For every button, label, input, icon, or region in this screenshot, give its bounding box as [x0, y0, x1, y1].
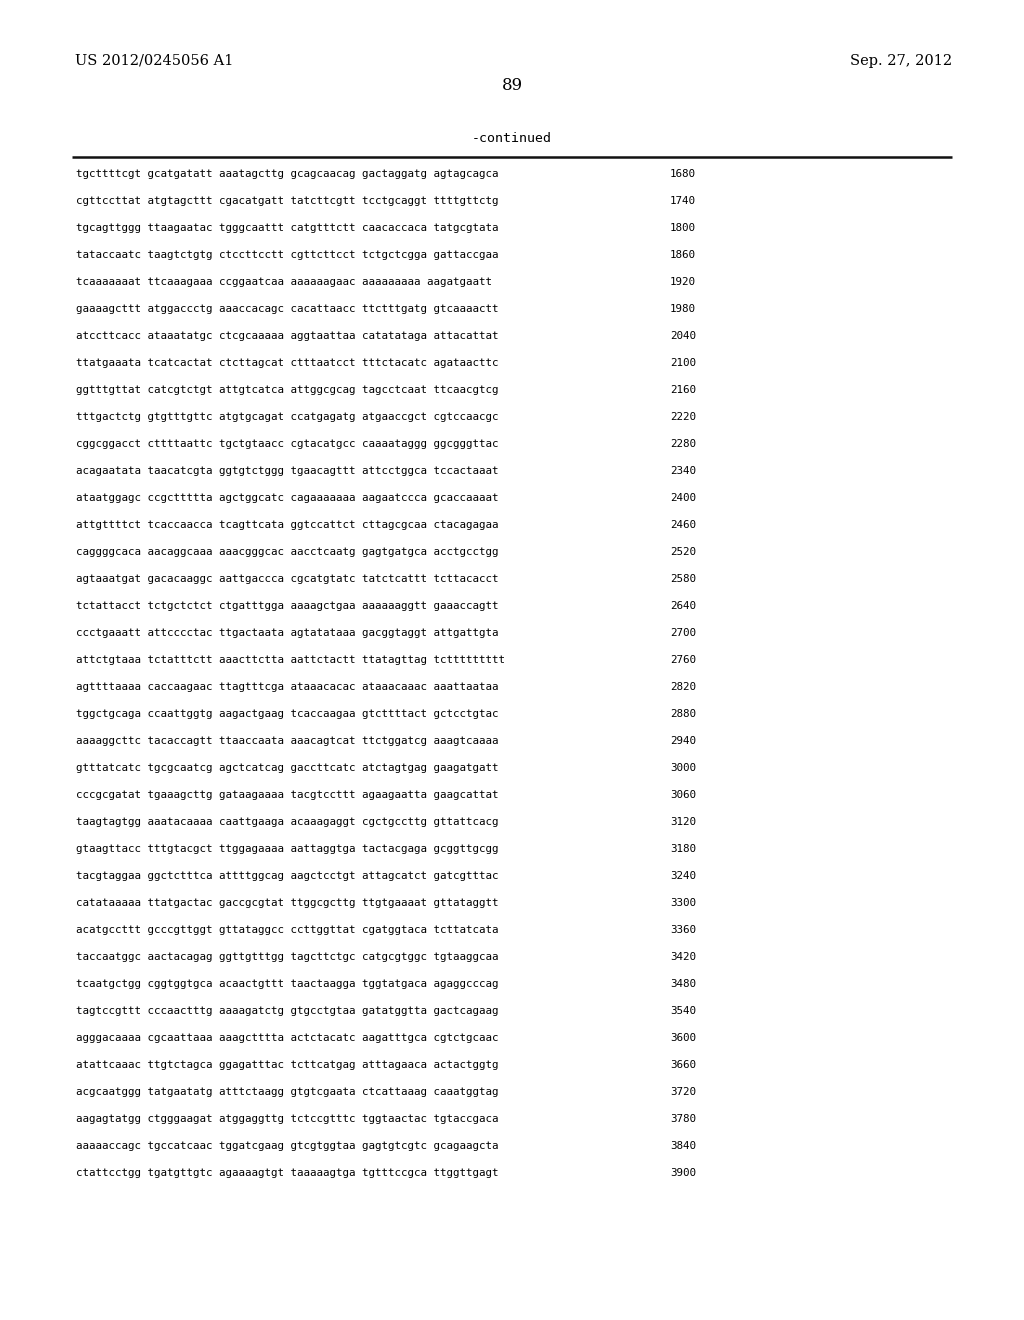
Text: acagaatata taacatcgta ggtgtctggg tgaacagttt attcctggca tccactaaat: acagaatata taacatcgta ggtgtctggg tgaacag…	[76, 466, 499, 477]
Text: agttttaaaa caccaagaac ttagtttcga ataaacacac ataaacaaac aaattaataa: agttttaaaa caccaagaac ttagtttcga ataaaca…	[76, 682, 499, 692]
Text: agtaaatgat gacacaaggc aattgaccca cgcatgtatc tatctcattt tcttacacct: agtaaatgat gacacaaggc aattgaccca cgcatgt…	[76, 574, 499, 583]
Text: 3840: 3840	[670, 1140, 696, 1151]
Text: agggacaaaa cgcaattaaa aaagctttta actctacatc aagatttgca cgtctgcaac: agggacaaaa cgcaattaaa aaagctttta actctac…	[76, 1034, 499, 1043]
Text: aaaaggcttc tacaccagtt ttaaccaata aaacagtcat ttctggatcg aaagtcaaaa: aaaaggcttc tacaccagtt ttaaccaata aaacagt…	[76, 737, 499, 746]
Text: 1740: 1740	[670, 195, 696, 206]
Text: 89: 89	[502, 77, 522, 94]
Text: cgttccttat atgtagcttt cgacatgatt tatcttcgtt tcctgcaggt ttttgttctg: cgttccttat atgtagcttt cgacatgatt tatcttc…	[76, 195, 499, 206]
Text: 2880: 2880	[670, 709, 696, 719]
Text: catataaaaa ttatgactac gaccgcgtat ttggcgcttg ttgtgaaaat gttataggtt: catataaaaa ttatgactac gaccgcgtat ttggcgc…	[76, 898, 499, 908]
Text: cggcggacct cttttaattc tgctgtaacc cgtacatgcc caaaataggg ggcgggttac: cggcggacct cttttaattc tgctgtaacc cgtacat…	[76, 440, 499, 449]
Text: atattcaaac ttgtctagca ggagatttac tcttcatgag atttagaaca actactggtg: atattcaaac ttgtctagca ggagatttac tcttcat…	[76, 1060, 499, 1071]
Text: 2100: 2100	[670, 358, 696, 368]
Text: 3900: 3900	[670, 1168, 696, 1177]
Text: 3540: 3540	[670, 1006, 696, 1016]
Text: 2760: 2760	[670, 655, 696, 665]
Text: cccgcgatat tgaaagcttg gataagaaaa tacgtccttt agaagaatta gaagcattat: cccgcgatat tgaaagcttg gataagaaaa tacgtcc…	[76, 789, 499, 800]
Text: gtttatcatc tgcgcaatcg agctcatcag gaccttcatc atctagtgag gaagatgatt: gtttatcatc tgcgcaatcg agctcatcag gaccttc…	[76, 763, 499, 774]
Text: 2520: 2520	[670, 546, 696, 557]
Text: acgcaatggg tatgaatatg atttctaagg gtgtcgaata ctcattaaag caaatggtag: acgcaatggg tatgaatatg atttctaagg gtgtcga…	[76, 1086, 499, 1097]
Text: gtaagttacc tttgtacgct ttggagaaaa aattaggtga tactacgaga gcggttgcgg: gtaagttacc tttgtacgct ttggagaaaa aattagg…	[76, 843, 499, 854]
Text: ttatgaaata tcatcactat ctcttagcat ctttaatcct tttctacatc agataacttc: ttatgaaata tcatcactat ctcttagcat ctttaat…	[76, 358, 499, 368]
Text: 3420: 3420	[670, 952, 696, 962]
Text: 2160: 2160	[670, 385, 696, 395]
Text: -continued: -continued	[472, 132, 552, 145]
Text: attgttttct tcaccaacca tcagttcata ggtccattct cttagcgcaa ctacagagaa: attgttttct tcaccaacca tcagttcata ggtccat…	[76, 520, 499, 531]
Text: 3720: 3720	[670, 1086, 696, 1097]
Text: 2340: 2340	[670, 466, 696, 477]
Text: ggtttgttat catcgtctgt attgtcatca attggcgcag tagcctcaat ttcaacgtcg: ggtttgttat catcgtctgt attgtcatca attggcg…	[76, 385, 499, 395]
Text: tggctgcaga ccaattggtg aagactgaag tcaccaagaa gtcttttact gctcctgtac: tggctgcaga ccaattggtg aagactgaag tcaccaa…	[76, 709, 499, 719]
Text: 2460: 2460	[670, 520, 696, 531]
Text: taccaatggc aactacagag ggttgtttgg tagcttctgc catgcgtggc tgtaaggcaa: taccaatggc aactacagag ggttgtttgg tagcttc…	[76, 952, 499, 962]
Text: 3240: 3240	[670, 871, 696, 880]
Text: 2040: 2040	[670, 331, 696, 341]
Text: caggggcaca aacaggcaaa aaacgggcac aacctcaatg gagtgatgca acctgcctgg: caggggcaca aacaggcaaa aaacgggcac aacctca…	[76, 546, 499, 557]
Text: 1980: 1980	[670, 304, 696, 314]
Text: 3600: 3600	[670, 1034, 696, 1043]
Text: tcaatgctgg cggtggtgca acaactgttt taactaagga tggtatgaca agaggcccag: tcaatgctgg cggtggtgca acaactgttt taactaa…	[76, 979, 499, 989]
Text: US 2012/0245056 A1: US 2012/0245056 A1	[75, 54, 233, 69]
Text: 3660: 3660	[670, 1060, 696, 1071]
Text: 2820: 2820	[670, 682, 696, 692]
Text: aagagtatgg ctgggaagat atggaggttg tctccgtttc tggtaactac tgtaccgaca: aagagtatgg ctgggaagat atggaggttg tctccgt…	[76, 1114, 499, 1125]
Text: tgcagttggg ttaagaatac tgggcaattt catgtttctt caacaccaca tatgcgtata: tgcagttggg ttaagaatac tgggcaattt catgttt…	[76, 223, 499, 234]
Text: 3480: 3480	[670, 979, 696, 989]
Text: 3780: 3780	[670, 1114, 696, 1125]
Text: 3180: 3180	[670, 843, 696, 854]
Text: 3360: 3360	[670, 925, 696, 935]
Text: ataatggagc ccgcttttta agctggcatc cagaaaaaaa aagaatccca gcaccaaaat: ataatggagc ccgcttttta agctggcatc cagaaaa…	[76, 492, 499, 503]
Text: ccctgaaatt attcccctac ttgactaata agtatataaa gacggtaggt attgattgta: ccctgaaatt attcccctac ttgactaata agtatat…	[76, 628, 499, 638]
Text: 2280: 2280	[670, 440, 696, 449]
Text: 3300: 3300	[670, 898, 696, 908]
Text: atccttcacc ataaatatgc ctcgcaaaaa aggtaattaa catatataga attacattat: atccttcacc ataaatatgc ctcgcaaaaa aggtaat…	[76, 331, 499, 341]
Text: tttgactctg gtgtttgttc atgtgcagat ccatgagatg atgaaccgct cgtccaacgc: tttgactctg gtgtttgttc atgtgcagat ccatgag…	[76, 412, 499, 422]
Text: 2940: 2940	[670, 737, 696, 746]
Text: 2220: 2220	[670, 412, 696, 422]
Text: tctattacct tctgctctct ctgatttgga aaaagctgaa aaaaaaggtt gaaaccagtt: tctattacct tctgctctct ctgatttgga aaaagct…	[76, 601, 499, 611]
Text: 3000: 3000	[670, 763, 696, 774]
Text: 3120: 3120	[670, 817, 696, 828]
Text: tataccaatc taagtctgtg ctccttcctt cgttcttcct tctgctcgga gattaccgaa: tataccaatc taagtctgtg ctccttcctt cgttctt…	[76, 249, 499, 260]
Text: acatgccttt gcccgttggt gttataggcc ccttggttat cgatggtaca tcttatcata: acatgccttt gcccgttggt gttataggcc ccttggt…	[76, 925, 499, 935]
Text: taagtagtgg aaatacaaaa caattgaaga acaaagaggt cgctgccttg gttattcacg: taagtagtgg aaatacaaaa caattgaaga acaaaga…	[76, 817, 499, 828]
Text: 1800: 1800	[670, 223, 696, 234]
Text: tgcttttcgt gcatgatatt aaatagcttg gcagcaacag gactaggatg agtagcagca: tgcttttcgt gcatgatatt aaatagcttg gcagcaa…	[76, 169, 499, 180]
Text: tcaaaaaaat ttcaaagaaa ccggaatcaa aaaaaagaac aaaaaaaaa aagatgaatt: tcaaaaaaat ttcaaagaaa ccggaatcaa aaaaaag…	[76, 277, 492, 286]
Text: tagtccgttt cccaactttg aaaagatctg gtgcctgtaa gatatggtta gactcagaag: tagtccgttt cccaactttg aaaagatctg gtgcctg…	[76, 1006, 499, 1016]
Text: 2640: 2640	[670, 601, 696, 611]
Text: gaaaagcttt atggaccctg aaaccacagc cacattaacc ttctttgatg gtcaaaactt: gaaaagcttt atggaccctg aaaccacagc cacatta…	[76, 304, 499, 314]
Text: aaaaaccagc tgccatcaac tggatcgaag gtcgtggtaa gagtgtcgtc gcagaagcta: aaaaaccagc tgccatcaac tggatcgaag gtcgtgg…	[76, 1140, 499, 1151]
Text: 1860: 1860	[670, 249, 696, 260]
Text: 3060: 3060	[670, 789, 696, 800]
Text: 1920: 1920	[670, 277, 696, 286]
Text: tacgtaggaa ggctctttca attttggcag aagctcctgt attagcatct gatcgtttac: tacgtaggaa ggctctttca attttggcag aagctcc…	[76, 871, 499, 880]
Text: 2580: 2580	[670, 574, 696, 583]
Text: 1680: 1680	[670, 169, 696, 180]
Text: 2400: 2400	[670, 492, 696, 503]
Text: attctgtaaa tctatttctt aaacttctta aattctactt ttatagttag tcttttttttt: attctgtaaa tctatttctt aaacttctta aattcta…	[76, 655, 505, 665]
Text: ctattcctgg tgatgttgtc agaaaagtgt taaaaagtga tgtttccgca ttggttgagt: ctattcctgg tgatgttgtc agaaaagtgt taaaaag…	[76, 1168, 499, 1177]
Text: Sep. 27, 2012: Sep. 27, 2012	[850, 54, 952, 69]
Text: 2700: 2700	[670, 628, 696, 638]
